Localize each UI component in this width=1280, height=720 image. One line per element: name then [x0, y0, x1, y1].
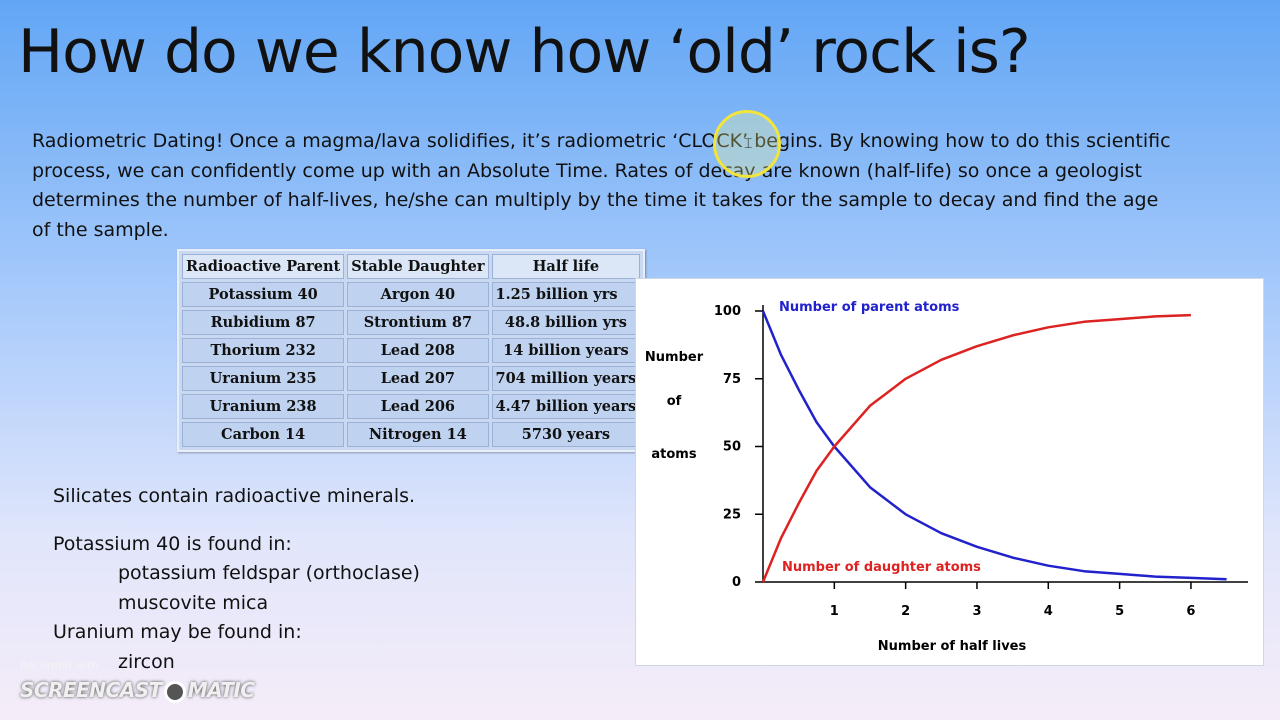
daughter-atoms-line [761, 313, 1191, 583]
header-parent: Radioactive Parent [182, 254, 345, 279]
daughter-cell: Lead 207 [347, 366, 489, 391]
y-tick-label: 50 [723, 440, 741, 455]
x-tick-label: 3 [972, 604, 981, 619]
y-tick-label: 25 [723, 507, 741, 522]
cursor-highlight [713, 110, 781, 178]
parent-cell: Uranium 238 [182, 394, 345, 419]
daughter-cell: Lead 208 [347, 338, 489, 363]
record-icon [163, 680, 186, 703]
parent-cell: Uranium 235 [182, 366, 345, 391]
parent-series-label: Number of parent atoms [779, 300, 960, 315]
slide-title: How do we know how ‘old’ rock is? [18, 17, 1031, 87]
y-axis-label: Number [645, 350, 704, 365]
x-axis-label: Number of half lives [878, 639, 1027, 654]
table-row: Uranium 235 Lead 207 704 million years [182, 366, 641, 391]
x-tick-label: 4 [1044, 604, 1053, 619]
header-daughter: Stable Daughter [347, 254, 489, 279]
parent-cell: Carbon 14 [182, 422, 345, 447]
half-life-chart: 0 25 50 75 100 1 2 3 4 5 6 Number of atoms Number of h… [635, 278, 1264, 666]
list-item: muscovite mica [118, 591, 269, 614]
potassium-heading: Potassium 40 is found in: [53, 532, 292, 555]
table-row: Rubidium 87 Strontium 87 48.8 billion yr… [182, 310, 641, 335]
parent-atoms-line [761, 310, 1227, 581]
watermark-recorded-text: Recorded with [20, 659, 99, 672]
table-header-row: Radioactive Parent Stable Daughter Half … [182, 254, 641, 279]
half-life-chart-svg: 0 25 50 75 100 1 2 3 4 5 6 Number of atoms Number of h… [645, 300, 1248, 654]
table-row: Uranium 238 Lead 206 4.47 billion years [182, 394, 641, 419]
half-life-cell: 704 million years [491, 366, 641, 391]
watermark-brand-right: MATIC [187, 678, 255, 702]
watermark-brand-left: SCREENCAST [20, 678, 162, 702]
list-item: potassium feldspar (orthoclase) [118, 562, 420, 584]
silicates-note: Silicates contain radioactive minerals. [53, 485, 416, 507]
screencast-watermark: Recorded with SCREENCAST MATIC [20, 659, 255, 703]
mouse-pointer-icon: ⌶ [744, 136, 753, 152]
daughter-series-label: Number of daughter atoms [782, 560, 981, 575]
mineral-notes: Silicates contain radioactive minerals. … [53, 482, 420, 677]
uranium-heading: Uranium may be found in: [53, 621, 302, 643]
list-item: zircon [118, 650, 175, 673]
x-tick-label: 6 [1186, 604, 1195, 619]
table-row: Thorium 232 Lead 208 14 billion years [182, 338, 641, 363]
y-tick-label: 75 [723, 372, 741, 387]
daughter-cell: Lead 206 [347, 394, 489, 419]
y-axis-label: of [667, 394, 682, 409]
table-row: Carbon 14 Nitrogen 14 5730 years [182, 422, 641, 447]
y-tick-label: 0 [732, 575, 741, 590]
x-tick-label: 5 [1115, 604, 1124, 619]
watermark-logo: SCREENCAST MATIC [20, 678, 255, 703]
half-life-cell: 4.47 billion years [491, 394, 641, 419]
parent-cell: Potassium 40 [182, 282, 345, 307]
isotope-table: Radioactive Parent Stable Daughter Half … [177, 249, 646, 452]
half-life-cell: 5730 years [491, 422, 641, 447]
half-life-cell: 48.8 billion yrs [491, 310, 641, 335]
parent-cell: Thorium 232 [182, 338, 345, 363]
table-row: Potassium 40 Argon 40 1.25 billion yrs [182, 282, 641, 307]
half-life-cell: 1.25 billion yrs [491, 282, 641, 307]
parent-cell: Rubidium 87 [182, 310, 345, 335]
x-tick-label: 2 [901, 604, 910, 619]
y-axis-label: atoms [651, 447, 696, 462]
daughter-cell: Nitrogen 14 [347, 422, 489, 447]
half-life-cell: 14 billion years [491, 338, 641, 363]
y-tick-label: 100 [714, 304, 741, 319]
daughter-cell: Argon 40 [347, 282, 489, 307]
x-tick-label: 1 [830, 604, 839, 619]
header-half-life: Half life [491, 254, 641, 279]
daughter-cell: Strontium 87 [347, 310, 489, 335]
intro-paragraph: Radiometric Dating! Once a magma/lava so… [32, 130, 1171, 241]
